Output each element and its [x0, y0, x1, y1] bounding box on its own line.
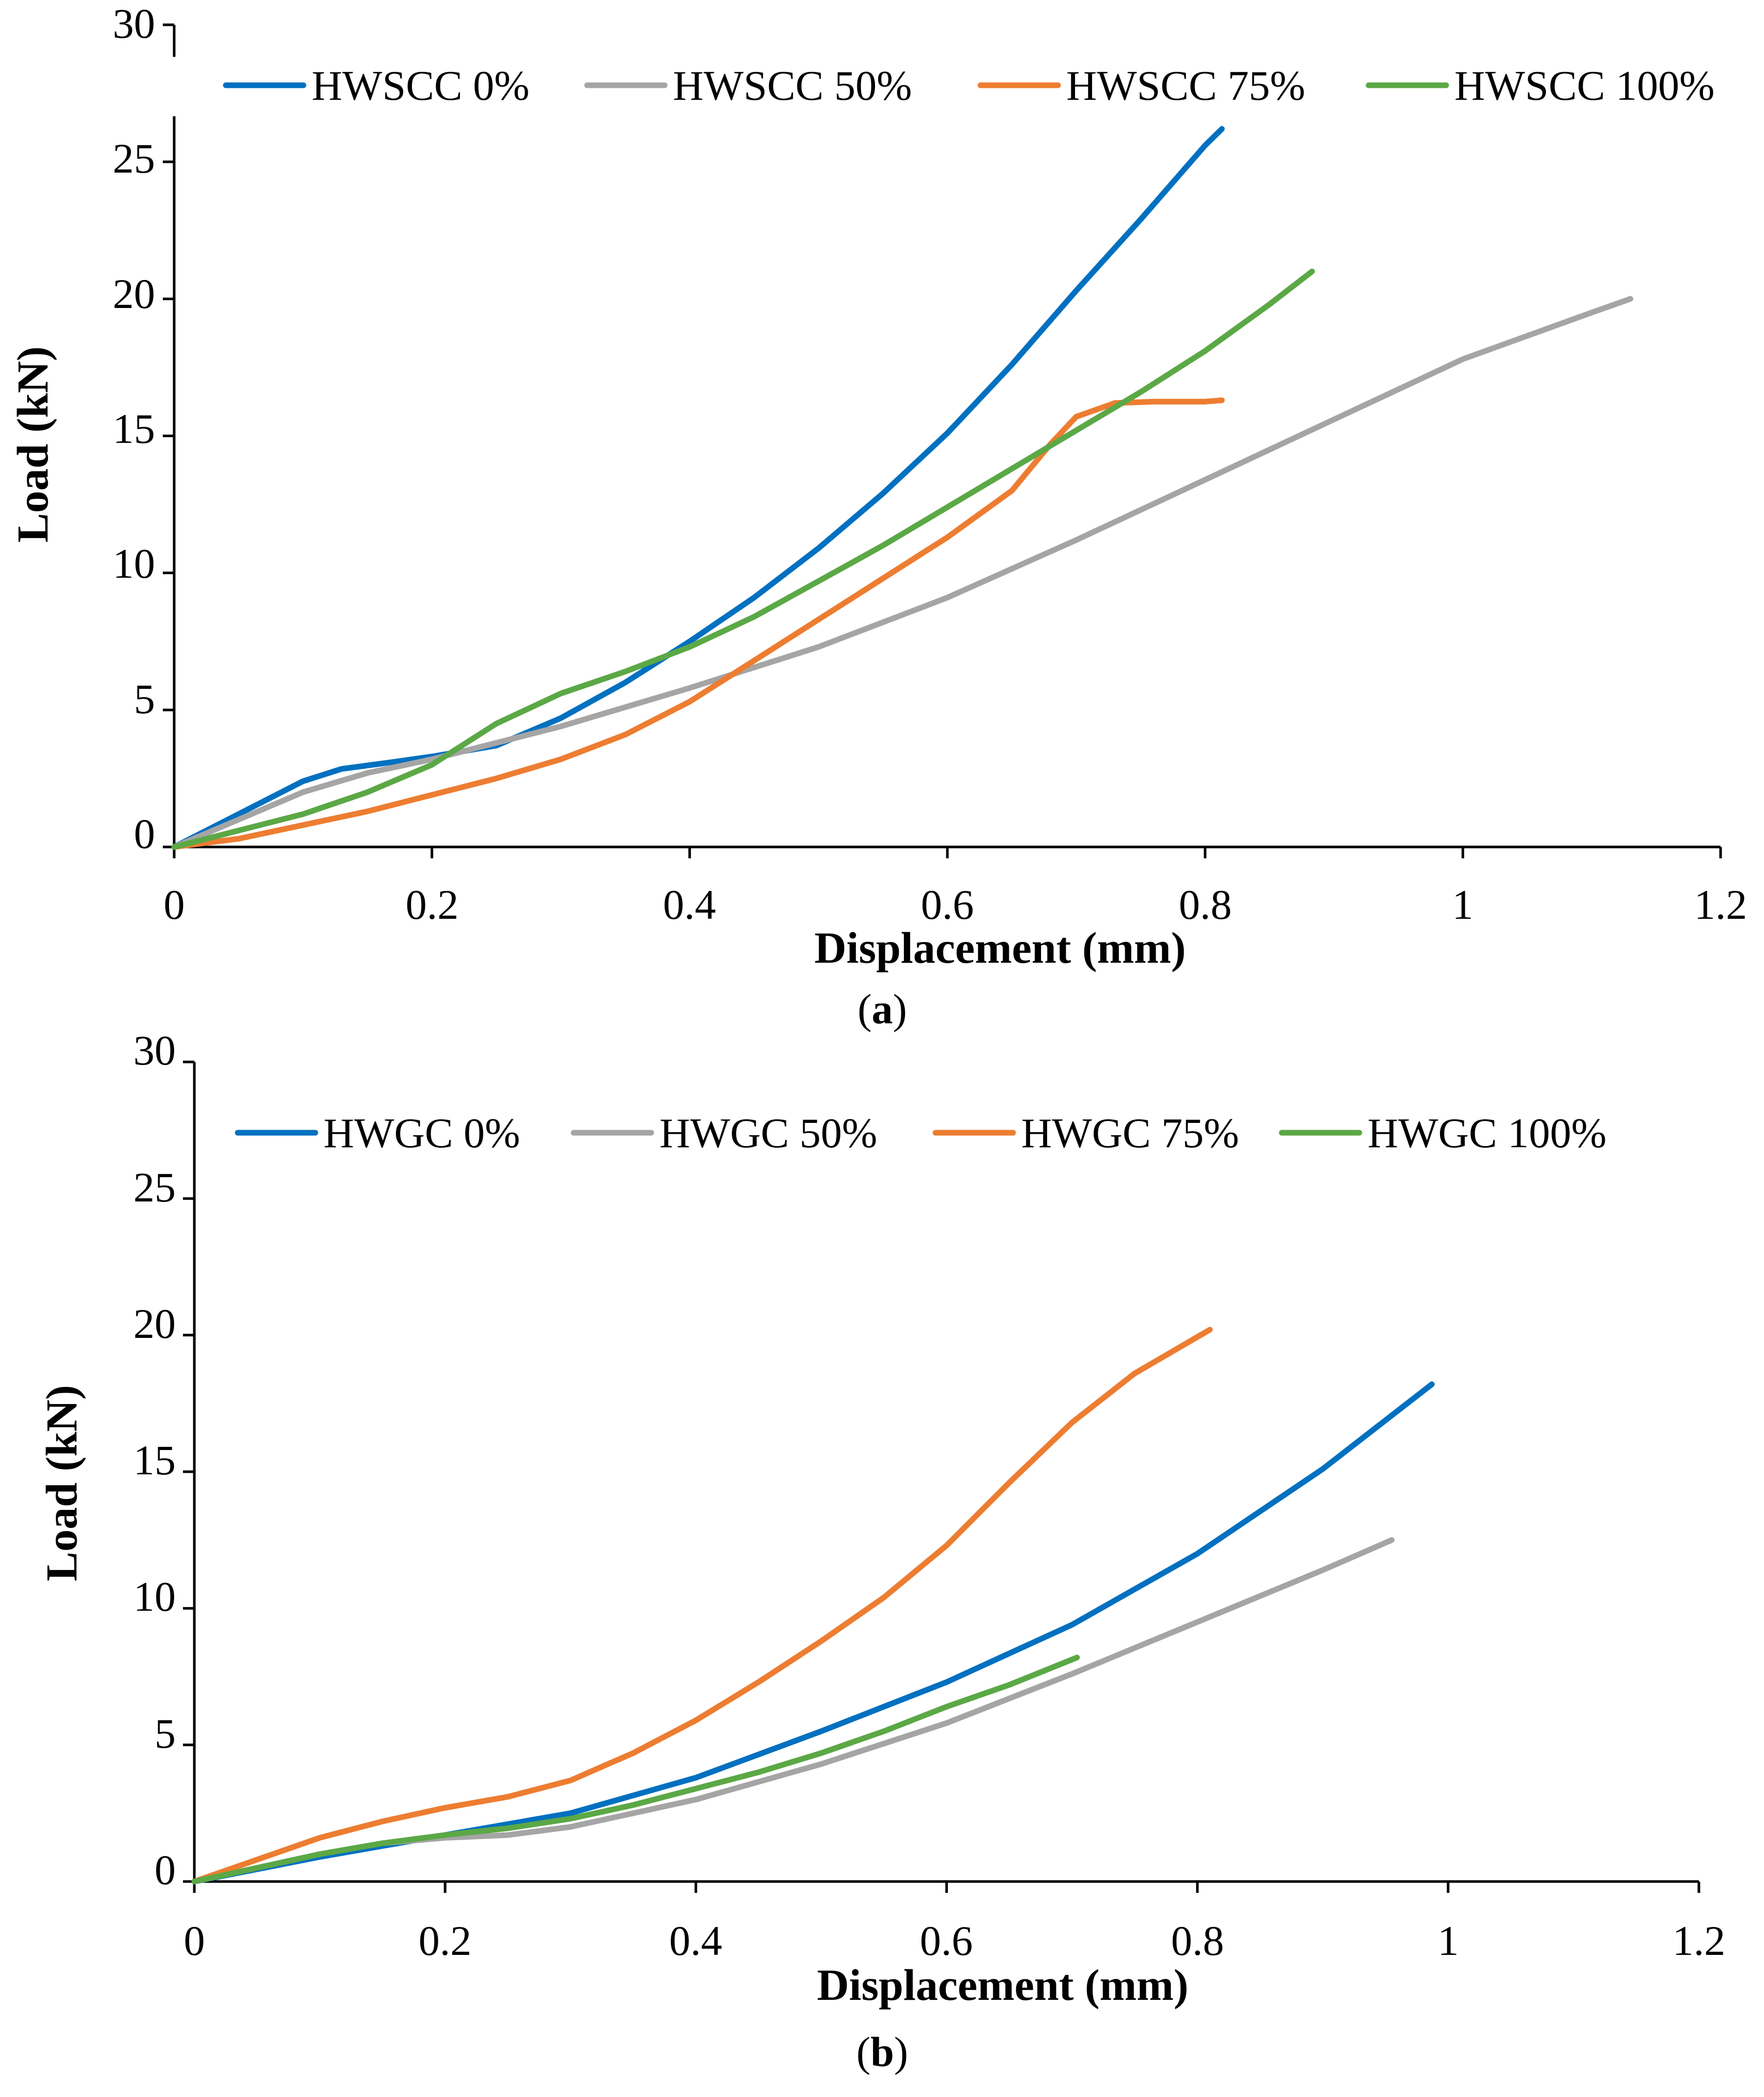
- legend-label: HWSCC 75%: [1066, 62, 1305, 109]
- y-tick-labels: 0 5 10 15 20 25 30: [133, 1027, 176, 1893]
- y-tick-label: 15: [113, 405, 155, 452]
- y-axis-title: Load (kN): [37, 1385, 86, 1581]
- y-tick-label: 10: [133, 1573, 176, 1620]
- legend-label: HWSCC 50%: [673, 62, 912, 109]
- y-tick-label: 10: [113, 540, 155, 587]
- series-line: [191, 1655, 1080, 1885]
- series-line: [191, 1327, 1213, 1885]
- x-tick-label: 0.2: [419, 1917, 472, 1964]
- x-tick-label: 0.6: [921, 881, 974, 928]
- chart-panel-a: 0 5 10 15 20 25 30 0 0.2 0.4 0.6 0.8 1 1…: [8, 0, 1747, 1032]
- legend-label: HWGC 75%: [1021, 1109, 1239, 1157]
- y-tick-label: 0: [155, 1846, 176, 1893]
- y-axis-title: Load (kN): [8, 346, 57, 543]
- y-tick-labels: 0 5 10 15 20 25 30: [113, 0, 155, 857]
- chart-panel-b: 0 5 10 15 20 25 30 0 0.2 0.4 0.6 0.8 1 1…: [37, 1027, 1725, 2075]
- y-tick-label: 15: [133, 1437, 176, 1484]
- x-axis-title: Displacement (mm): [817, 1960, 1189, 2010]
- series-line: [171, 126, 1225, 850]
- x-tick-labels: 0 0.2 0.4 0.6 0.8 1 1.2: [184, 1917, 1726, 1964]
- y-tick-label: 5: [134, 675, 155, 722]
- y-tick-label: 20: [133, 1300, 176, 1347]
- legend-label: HWGC 0%: [324, 1109, 520, 1157]
- x-tick-label: 1.2: [1673, 1917, 1726, 1964]
- x-tick-label: 0: [184, 1917, 205, 1964]
- legend-backdrop: [171, 57, 177, 116]
- x-tick-label: 1: [1438, 1917, 1459, 1964]
- y-tick-label: 30: [113, 0, 155, 47]
- x-tick-label: 1.2: [1694, 881, 1747, 928]
- x-tick-label: 0.8: [1171, 1917, 1224, 1964]
- y-tick-label: 0: [134, 810, 155, 857]
- y-tick-label: 30: [133, 1027, 176, 1074]
- x-tick-label: 1: [1452, 881, 1474, 928]
- x-tick-label: 0.6: [920, 1917, 973, 1964]
- x-tick-label: 0.8: [1179, 881, 1232, 928]
- x-tick-label: 0.2: [406, 881, 459, 928]
- legend-label: HWSCC 100%: [1454, 62, 1714, 109]
- x-axis-title: Displacement (mm): [815, 923, 1186, 973]
- y-tick-label: 20: [113, 270, 155, 317]
- legend-label: HWGC 100%: [1368, 1109, 1606, 1157]
- y-tick-label: 25: [133, 1164, 176, 1211]
- x-tick-labels: 0 0.2 0.4 0.6 0.8 1 1.2: [164, 881, 1747, 928]
- legend-label: HWSCC 0%: [312, 62, 529, 109]
- legend-label: HWGC 50%: [659, 1109, 877, 1157]
- series-line: [171, 296, 1633, 850]
- x-tick-label: 0.4: [663, 881, 716, 928]
- series-line: [171, 397, 1225, 850]
- x-tick-label: 0.4: [669, 1917, 723, 1964]
- panel-caption: (a): [857, 985, 907, 1032]
- panel-caption: (b): [856, 2028, 908, 2075]
- y-tick-label: 5: [155, 1710, 176, 1757]
- x-tick-label: 0: [164, 881, 185, 928]
- y-tick-label: 25: [113, 135, 155, 182]
- series-line: [171, 268, 1315, 850]
